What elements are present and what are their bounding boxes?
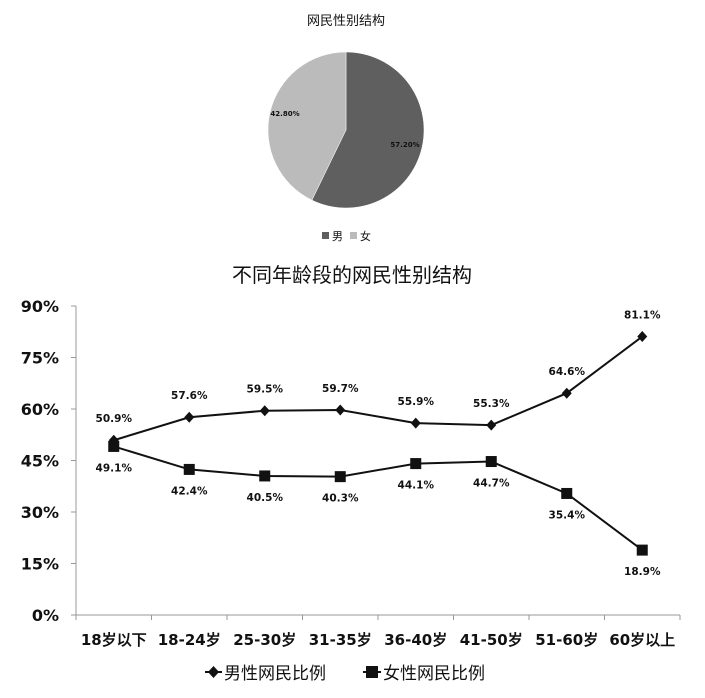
x-tick-label: 36-40岁 [384,631,447,649]
data-label: 50.9% [96,413,133,425]
data-label: 18.9% [624,566,661,578]
pie-data-label: 57.20% [390,141,419,149]
y-tick-label: 60% [21,400,59,419]
x-tick-label: 51-60岁 [535,631,598,649]
pie-chart: 57.20% 42.80% [267,51,425,209]
pie-data-label: 42.80% [270,110,299,118]
x-tick-label: 25-30岁 [233,631,296,649]
data-point-female [334,471,346,483]
data-point-male [335,404,346,416]
data-point-male [561,387,572,399]
legend-label-female: 女 [360,229,371,243]
legend-square-icon [366,666,378,678]
data-point-female [636,544,648,556]
y-tick-label: 0% [32,606,59,625]
x-tick-label: 60岁以上 [609,631,675,649]
y-tick-label: 15% [21,555,59,574]
pie-legend: 男 女 [322,229,371,243]
legend-swatch-male [322,232,329,239]
x-tick-label: 31-35岁 [309,631,372,649]
y-tick-label: 30% [21,503,59,522]
data-label: 44.1% [398,480,435,492]
data-label: 81.1% [624,310,661,322]
legend-swatch-female [350,232,357,239]
data-label: 44.7% [473,478,510,490]
data-label: 35.4% [549,509,586,521]
x-tick-label: 41-50岁 [460,631,523,649]
legend-label-male: 男 [332,230,343,243]
line-series: 50.9% 57.6% 59.5% 59.7% 55.9% 55.3% 64.6% 81.1%… [96,310,661,579]
pie-slice-male [311,51,425,209]
data-label: 64.6% [549,366,586,378]
legend-label-male-series: 男性网民比例 [224,664,326,684]
data-point-female [485,456,497,468]
series-line-male [113,335,643,442]
data-point-male [410,417,421,429]
x-tick-label: 18-24岁 [158,631,221,649]
data-label: 49.1% [96,462,133,474]
data-point-female [410,458,422,470]
data-point-male [637,331,648,343]
y-tick-label: 90% [21,297,59,316]
data-point-female [561,487,573,499]
data-label: 42.4% [171,485,208,497]
line-chart-title: 不同年龄段的网民性别结构 [232,263,472,287]
y-tick-label: 75% [21,349,59,368]
data-point-male [259,405,270,417]
data-label: 55.9% [398,396,435,408]
legend-diamond-icon [208,666,219,678]
legend-label-female-series: 女性网民比例 [383,664,485,684]
series-line-female [113,445,643,551]
data-label: 40.5% [247,492,284,504]
data-label: 57.6% [171,390,208,402]
line-legend: 男性网民比例 女性网民比例 [205,664,485,684]
data-label: 59.5% [247,384,284,396]
data-label: 40.3% [322,493,359,505]
x-tick-label: 18岁以下 [81,631,147,649]
data-label: 59.7% [322,383,359,395]
line-axes: 0% 15% 30% 45% 60% 75% 90% 18岁以下 18-24岁 25-30岁 31-… [21,297,681,649]
y-tick-label: 45% [21,452,59,471]
data-label: 55.3% [473,398,510,410]
pie-slice-female [267,51,347,201]
data-point-female [108,440,120,452]
data-point-male [184,411,195,423]
data-point-female [183,463,195,475]
data-point-male [486,419,497,431]
data-point-female [259,470,271,482]
pie-title: 网民性别结构 [307,14,385,29]
